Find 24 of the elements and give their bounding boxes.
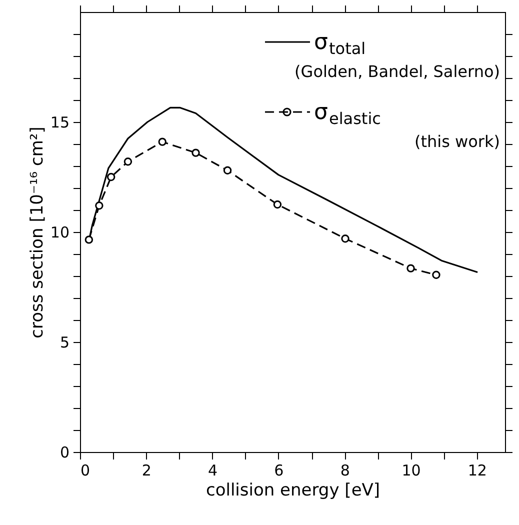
point — [432, 270, 440, 279]
y-tick-label: 15 — [50, 114, 70, 132]
point — [341, 234, 350, 243]
point — [273, 200, 282, 209]
y-tick-label: 10 — [50, 224, 70, 242]
x-tick-label: 4 — [208, 462, 218, 480]
y-axis-title: cross section [10⁻¹⁶ cm²] — [27, 126, 48, 338]
x-tick-label: 12 — [468, 462, 487, 480]
y-tick-label: 5 — [60, 334, 70, 352]
x-axis-title: collision energy [eV] — [206, 480, 380, 500]
point — [124, 158, 132, 166]
x-tick-label: 6 — [274, 462, 284, 480]
point — [84, 236, 94, 244]
x-tick-label: 10 — [402, 462, 421, 480]
point — [192, 148, 200, 157]
point — [106, 172, 116, 182]
point — [158, 138, 166, 146]
x-tick-label: 0 — [80, 462, 90, 480]
x-tick-label: 8 — [340, 462, 350, 480]
point — [406, 264, 415, 272]
x-tick-label: 2 — [142, 462, 152, 480]
point — [223, 166, 232, 174]
y-tick-label: 0 — [60, 444, 70, 462]
point — [95, 202, 104, 210]
